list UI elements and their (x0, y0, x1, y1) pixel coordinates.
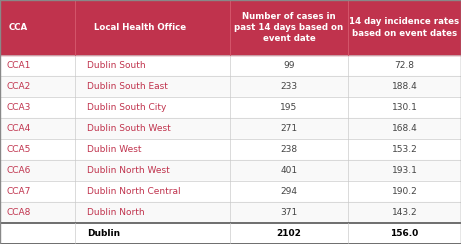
Text: CCA3: CCA3 (6, 103, 30, 112)
Text: 99: 99 (283, 61, 295, 70)
Text: CCA6: CCA6 (6, 166, 30, 175)
Bar (0, 118, 461, 139)
Text: CCA4: CCA4 (6, 124, 30, 133)
Text: 401: 401 (280, 166, 297, 175)
Bar (0, 223, 461, 244)
Bar (0, 202, 461, 223)
Text: 190.2: 190.2 (392, 187, 417, 196)
Text: Dublin North Central: Dublin North Central (88, 187, 181, 196)
Bar (0, 55, 461, 76)
Text: CCA5: CCA5 (6, 145, 30, 154)
Text: 143.2: 143.2 (392, 208, 417, 217)
Text: CCA1: CCA1 (6, 61, 30, 70)
Text: 233: 233 (280, 82, 297, 91)
Text: 271: 271 (280, 124, 297, 133)
Text: CCA7: CCA7 (6, 187, 30, 196)
Text: 193.1: 193.1 (391, 166, 418, 175)
Text: CCA2: CCA2 (6, 82, 30, 91)
Text: 188.4: 188.4 (392, 82, 417, 91)
Bar (0, 181, 461, 202)
Text: CCA: CCA (9, 23, 28, 32)
Text: 195: 195 (280, 103, 298, 112)
Bar (348, 0, 461, 55)
Text: Dublin North: Dublin North (88, 208, 145, 217)
Text: 153.2: 153.2 (392, 145, 417, 154)
Bar (0, 139, 461, 160)
Text: 156.0: 156.0 (390, 229, 419, 238)
Bar (230, 0, 348, 55)
Text: Dublin West: Dublin West (88, 145, 142, 154)
Bar (75, 0, 230, 55)
Text: 130.1: 130.1 (391, 103, 418, 112)
Text: Dublin South East: Dublin South East (88, 82, 168, 91)
Text: 238: 238 (280, 145, 297, 154)
Text: 168.4: 168.4 (392, 124, 417, 133)
Text: Dublin South City: Dublin South City (88, 103, 167, 112)
Text: Number of cases in
past 14 days based on
event date: Number of cases in past 14 days based on… (235, 12, 343, 43)
Text: Dublin South: Dublin South (88, 61, 146, 70)
Bar (0, 160, 461, 181)
Text: 2102: 2102 (277, 229, 301, 238)
Text: Dublin: Dublin (88, 229, 120, 238)
Text: 294: 294 (280, 187, 297, 196)
Text: 14 day incidence rates
based on event dates: 14 day incidence rates based on event da… (349, 18, 460, 38)
Text: 72.8: 72.8 (395, 61, 414, 70)
Bar (0, 76, 461, 97)
Text: Local Health Office: Local Health Office (94, 23, 186, 32)
Text: CCA8: CCA8 (6, 208, 30, 217)
Text: Dublin North West: Dublin North West (88, 166, 170, 175)
Text: 371: 371 (280, 208, 298, 217)
Bar (0, 97, 461, 118)
Text: Dublin South West: Dublin South West (88, 124, 171, 133)
Bar (0, 0, 75, 55)
